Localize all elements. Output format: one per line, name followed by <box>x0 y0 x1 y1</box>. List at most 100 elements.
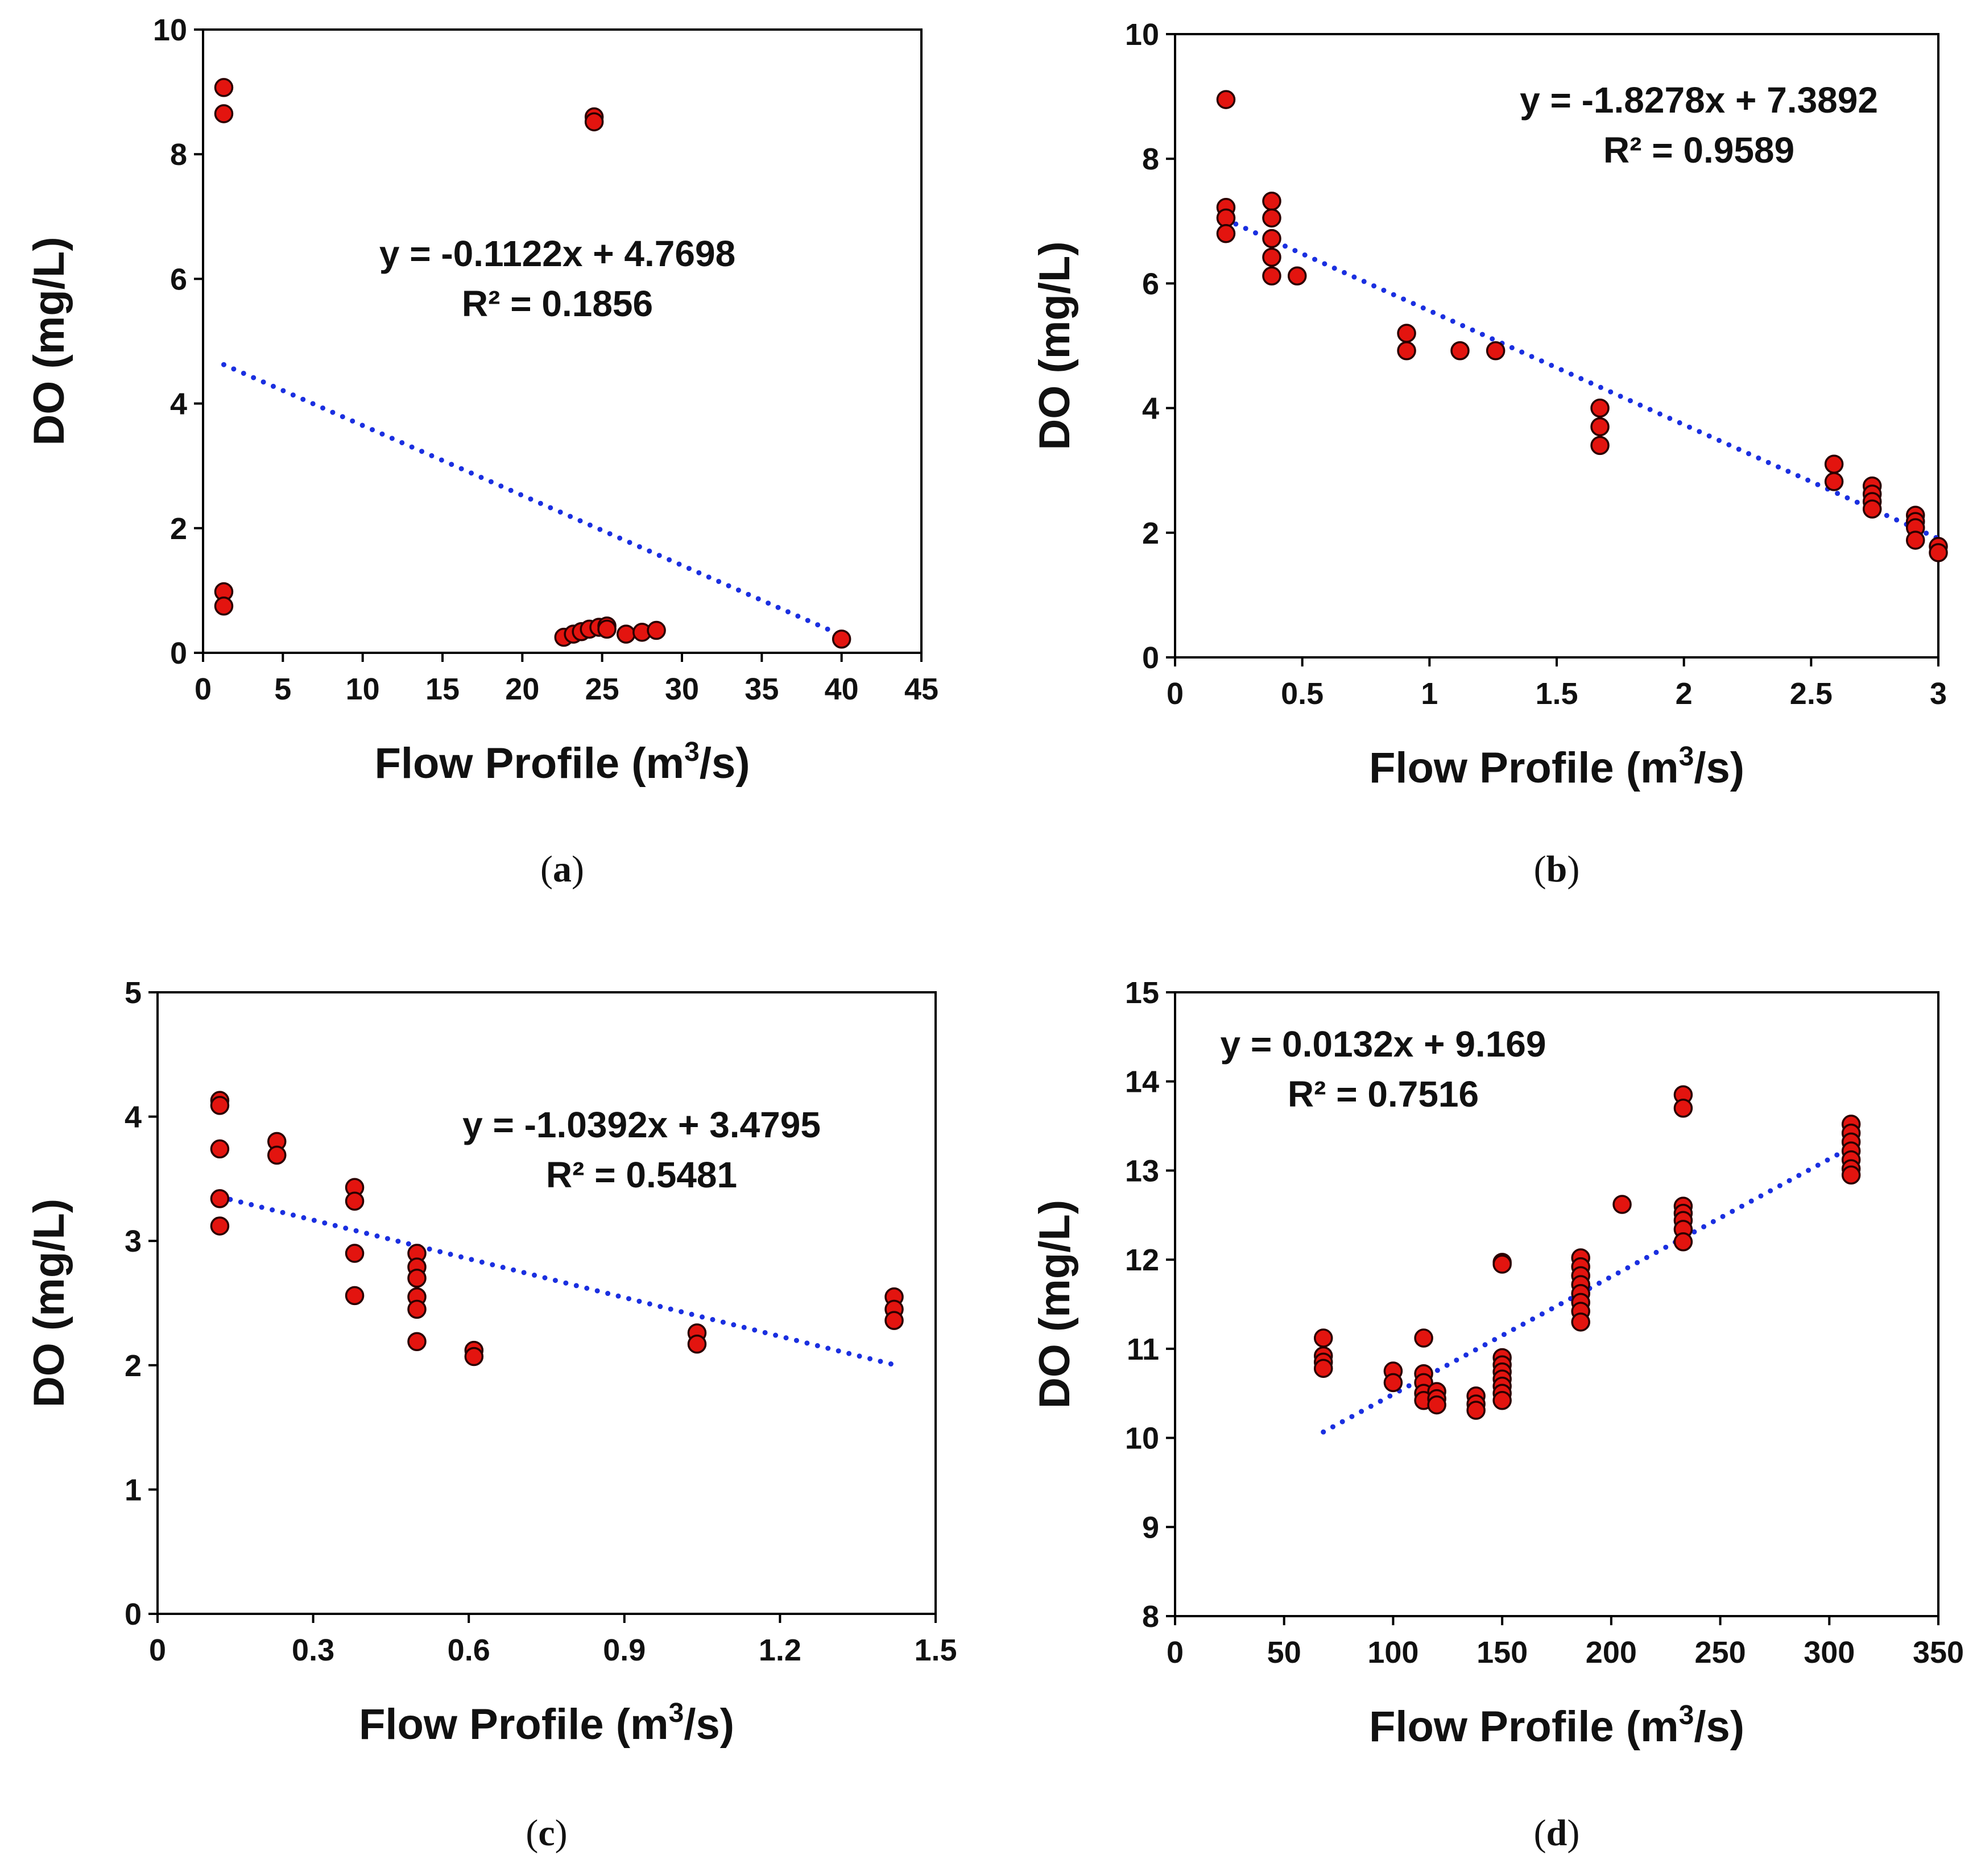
x-axis-title-main: Flow Profile (m <box>1369 744 1679 792</box>
y-tick-label: 8 <box>1142 142 1159 176</box>
x-tick-label: 2 <box>1676 677 1693 711</box>
y-tick-label: 9 <box>1142 1510 1159 1544</box>
x-axis-title-main: Flow Profile (m <box>359 1700 669 1749</box>
y-tick-label: 10 <box>153 13 187 47</box>
data-point <box>1262 229 1281 249</box>
x-tick-label: 40 <box>825 672 859 706</box>
x-axis-title-tail: /s) <box>684 1700 734 1749</box>
data-point <box>464 1347 484 1366</box>
y-tick-label: 5 <box>125 976 142 1010</box>
panel-label-close-paren: ) <box>555 1812 568 1854</box>
x-axis-title-sup: 3 <box>1679 742 1694 772</box>
data-point <box>1216 208 1236 228</box>
data-point <box>345 1191 365 1211</box>
data-point <box>1590 436 1610 455</box>
x-tick-label: 25 <box>585 672 619 706</box>
panel-label-open-paren: ( <box>1534 848 1546 890</box>
data-point <box>1841 1165 1861 1185</box>
x-tick-label: 0.9 <box>603 1633 646 1667</box>
y-tick-label: 10 <box>1125 18 1159 52</box>
panel-label: (a) <box>540 848 584 890</box>
data-point <box>210 1189 230 1208</box>
x-tick-label: 1 <box>1421 677 1438 711</box>
data-point <box>1262 191 1281 211</box>
data-point <box>1824 454 1844 474</box>
data-point <box>407 1299 427 1319</box>
regression-equation: y = -1.8278x + 7.3892 <box>1520 80 1878 121</box>
y-tick-label: 1 <box>125 1473 142 1507</box>
data-point <box>832 630 851 649</box>
plot-area-frame <box>1174 991 1939 1617</box>
x-axis-title: Flow Profile (m3/s) <box>1369 742 1744 792</box>
x-axis-title-sup: 3 <box>684 737 700 767</box>
data-point <box>1571 1312 1590 1332</box>
x-tick-label: 300 <box>1804 1635 1855 1670</box>
x-tick-label: 0 <box>1167 1635 1184 1670</box>
panel-label-open-paren: ( <box>540 848 553 890</box>
data-point <box>1590 417 1610 437</box>
x-tick-label: 0 <box>195 672 212 706</box>
y-tick-label: 4 <box>1142 392 1159 426</box>
y-tick-label: 6 <box>1142 267 1159 301</box>
r-squared-label: R² = 0.1856 <box>462 283 653 324</box>
data-point <box>1905 531 1925 550</box>
x-axis-title: Flow Profile (m3/s) <box>374 737 750 788</box>
data-point <box>687 1334 707 1354</box>
x-tick-label: 0.3 <box>292 1633 334 1667</box>
y-tick-label: 8 <box>170 138 187 172</box>
data-point <box>345 1244 365 1263</box>
y-tick-label: 4 <box>170 387 187 421</box>
y-axis-title: DO (mg/L) <box>1031 1200 1079 1409</box>
y-tick-label: 14 <box>1125 1065 1159 1099</box>
data-point <box>1313 1328 1333 1348</box>
y-tick-label: 2 <box>125 1349 142 1383</box>
x-tick-label: 5 <box>274 672 291 706</box>
data-point <box>214 104 234 123</box>
data-point <box>1824 472 1844 491</box>
x-tick-label: 50 <box>1267 1635 1301 1670</box>
y-axis-title: DO (mg/L) <box>1031 241 1079 450</box>
x-tick-label: 0 <box>1167 677 1184 711</box>
y-tick-label: 0 <box>125 1597 142 1631</box>
panel-label-letter: b <box>1546 848 1568 890</box>
data-point <box>1216 223 1236 243</box>
r-squared-label: R² = 0.5481 <box>546 1154 737 1195</box>
panel-label: (c) <box>526 1812 567 1854</box>
y-tick-label: 13 <box>1125 1154 1159 1188</box>
y-axis-title: DO (mg/L) <box>25 237 73 445</box>
data-point <box>1492 1254 1512 1274</box>
trendline <box>221 362 845 638</box>
x-tick-label: 1.2 <box>759 1633 801 1667</box>
data-point <box>214 78 234 97</box>
panel-label-open-paren: ( <box>1534 1812 1546 1854</box>
x-tick-label: 45 <box>904 672 938 706</box>
x-tick-label: 1.5 <box>1535 677 1578 711</box>
data-point <box>1862 499 1882 519</box>
data-point <box>210 1216 230 1236</box>
panel-d: 0 50 100 150 200 250 300 350 8 9 10 11 12 13 14 15 Flow … <box>1031 976 1964 1854</box>
y-tick-label: 11 <box>1127 1332 1159 1366</box>
x-axis-title: Flow Profile (m3/s) <box>359 1698 734 1749</box>
x-axis-title-tail: /s) <box>1694 744 1744 792</box>
data-point <box>407 1269 427 1288</box>
data-point <box>1262 266 1281 285</box>
data-point <box>1427 1395 1446 1415</box>
y-tick-label: 8 <box>1142 1600 1159 1634</box>
data-point <box>1287 266 1307 285</box>
x-tick-label: 100 <box>1367 1635 1418 1670</box>
x-axis-title-sup: 3 <box>1679 1700 1694 1730</box>
panel-a: 0 5 10 15 20 25 30 35 40 45 0 2 4 6 8 10 Flow Profile (m… <box>25 13 938 890</box>
x-tick-label: 3 <box>1930 677 1947 711</box>
data-point <box>1216 90 1236 109</box>
x-tick-label: 20 <box>505 672 539 706</box>
y-tick-label: 0 <box>1142 641 1159 675</box>
data-point <box>210 1096 230 1115</box>
data-point <box>407 1332 427 1352</box>
x-axis-title-main: Flow Profile (m <box>1369 1703 1679 1751</box>
data-point <box>1397 324 1416 343</box>
data-point <box>1673 1098 1693 1118</box>
x-tick-label: 200 <box>1586 1635 1637 1670</box>
data-point <box>597 619 617 639</box>
